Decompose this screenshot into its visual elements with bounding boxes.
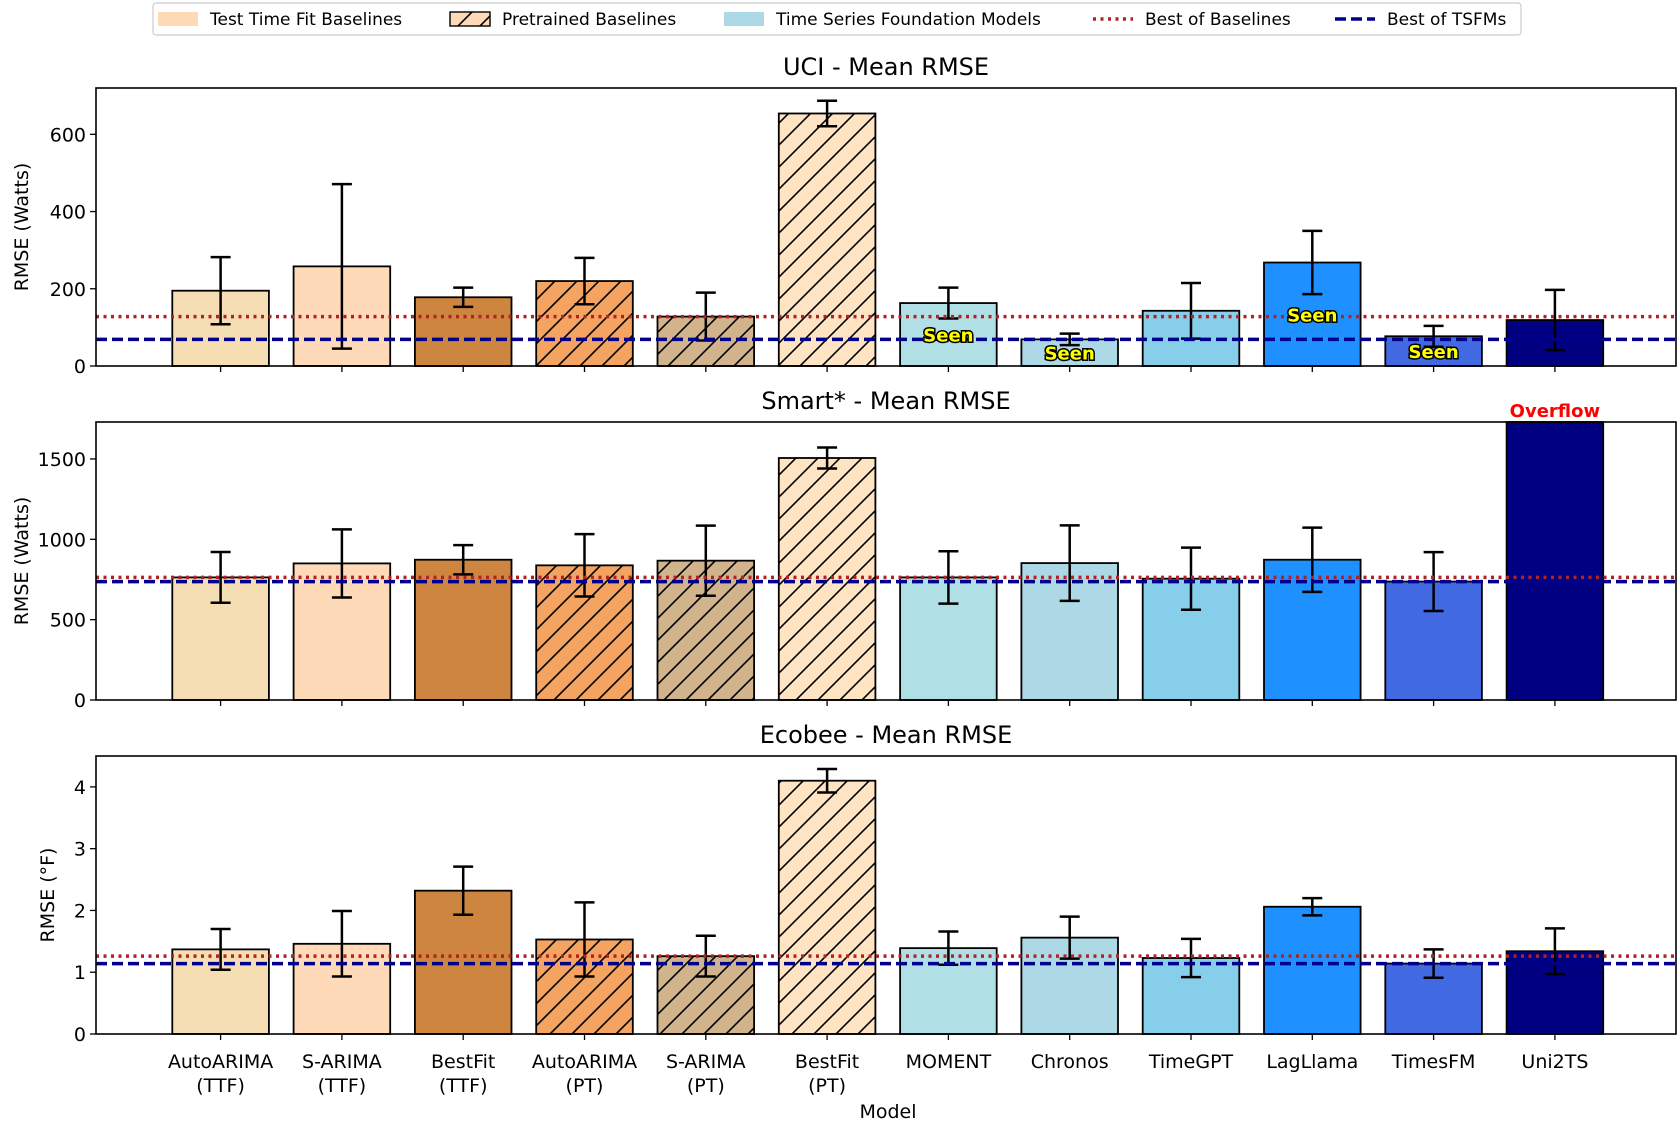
axes-frame	[95, 755, 1677, 1035]
x-tick-label: BestFit	[795, 1051, 859, 1073]
x-tick-label: TimesFM	[1391, 1051, 1476, 1073]
seen-annotation: Seen	[923, 326, 973, 347]
x-tick-label: (TTF)	[439, 1075, 488, 1097]
bar-hatch	[778, 457, 876, 700]
bar	[413, 296, 513, 367]
axes-frame	[95, 87, 1677, 367]
axes-frame	[95, 421, 1677, 701]
y-tick-label: 0	[74, 356, 86, 378]
bar	[1263, 905, 1362, 1035]
bar-hatch	[778, 780, 876, 1034]
x-tick-label: LagLlama	[1266, 1051, 1358, 1073]
legend-label: Time Series Foundation Models	[775, 10, 1041, 30]
legend-swatch	[158, 12, 198, 26]
bar	[1505, 421, 1605, 701]
x-tick-label: S-ARIMA	[302, 1051, 382, 1073]
legend-swatch-hatch	[449, 11, 491, 27]
y-tick-label: 1	[74, 962, 86, 984]
y-tick-label: 1500	[38, 449, 86, 471]
y-tick-label: 2	[74, 900, 86, 922]
x-tick-label: (TTF)	[196, 1075, 245, 1097]
bar-hatch	[778, 113, 876, 366]
x-tick-label: Uni2TS	[1521, 1051, 1588, 1073]
legend-label: Best of TSFMs	[1387, 10, 1506, 30]
y-axis-label: RMSE (°F)	[37, 848, 59, 943]
x-tick-label: AutoARIMA	[168, 1051, 273, 1073]
x-tick-label: S-ARIMA	[666, 1051, 746, 1073]
panel-title: Ecobee - Mean RMSE	[760, 721, 1013, 749]
panel-title: UCI - Mean RMSE	[783, 53, 989, 81]
y-tick-label: 4	[74, 777, 86, 799]
x-tick-label: (PT)	[566, 1075, 604, 1097]
bar	[413, 558, 513, 701]
y-axis-label: RMSE (Watts)	[11, 497, 33, 626]
panel-2: Ecobee - Mean RMSE RMSE (°F) 0 1 2 3 4 AutoARIM…	[37, 721, 1677, 1097]
legend-label: Pretrained Baselines	[502, 10, 676, 30]
seen-annotation: Seen	[1408, 342, 1458, 363]
y-tick-label: 600	[50, 124, 86, 146]
legend-label: Test Time Fit Baselines	[209, 10, 402, 30]
panel-0: UCI - Mean RMSE RMSE (Watts) 0 200 400 600 See…	[11, 53, 1677, 378]
y-tick-label: 0	[74, 690, 86, 712]
y-tick-label: 400	[50, 202, 86, 224]
y-tick-label: 3	[74, 839, 86, 861]
seen-annotation: Seen	[1287, 305, 1337, 326]
legend-label: Best of Baselines	[1145, 10, 1291, 30]
x-tick-label: Chronos	[1031, 1051, 1109, 1073]
y-tick-label: 500	[50, 610, 86, 632]
y-tick-label: 1000	[38, 529, 86, 551]
x-tick-label: TimeGPT	[1148, 1051, 1234, 1073]
seen-annotation: Seen	[1045, 344, 1095, 365]
legend-swatch	[724, 12, 764, 26]
panel-1: Smart* - Mean RMSE RMSE (Watts) 0 500 1000 15…	[11, 387, 1677, 712]
x-tick-label: AutoARIMA	[532, 1051, 637, 1073]
x-tick-label: (PT)	[808, 1075, 846, 1097]
x-tick-label: BestFit	[431, 1051, 495, 1073]
overflow-annotation: Overflow	[1510, 401, 1600, 422]
x-tick-label: MOMENT	[906, 1051, 992, 1073]
legend: Test Time Fit Baselines Pretrained Baseli…	[152, 2, 1522, 36]
x-tick-label: (TTF)	[318, 1075, 367, 1097]
x-tick-label: (PT)	[687, 1075, 725, 1097]
y-axis-label: RMSE (Watts)	[11, 163, 33, 292]
legend-frame	[152, 2, 1522, 36]
x-axis-label: Model	[859, 1101, 916, 1121]
panel-title: Smart* - Mean RMSE	[761, 387, 1010, 415]
y-tick-label: 0	[74, 1024, 86, 1046]
y-tick-label: 200	[50, 279, 86, 301]
